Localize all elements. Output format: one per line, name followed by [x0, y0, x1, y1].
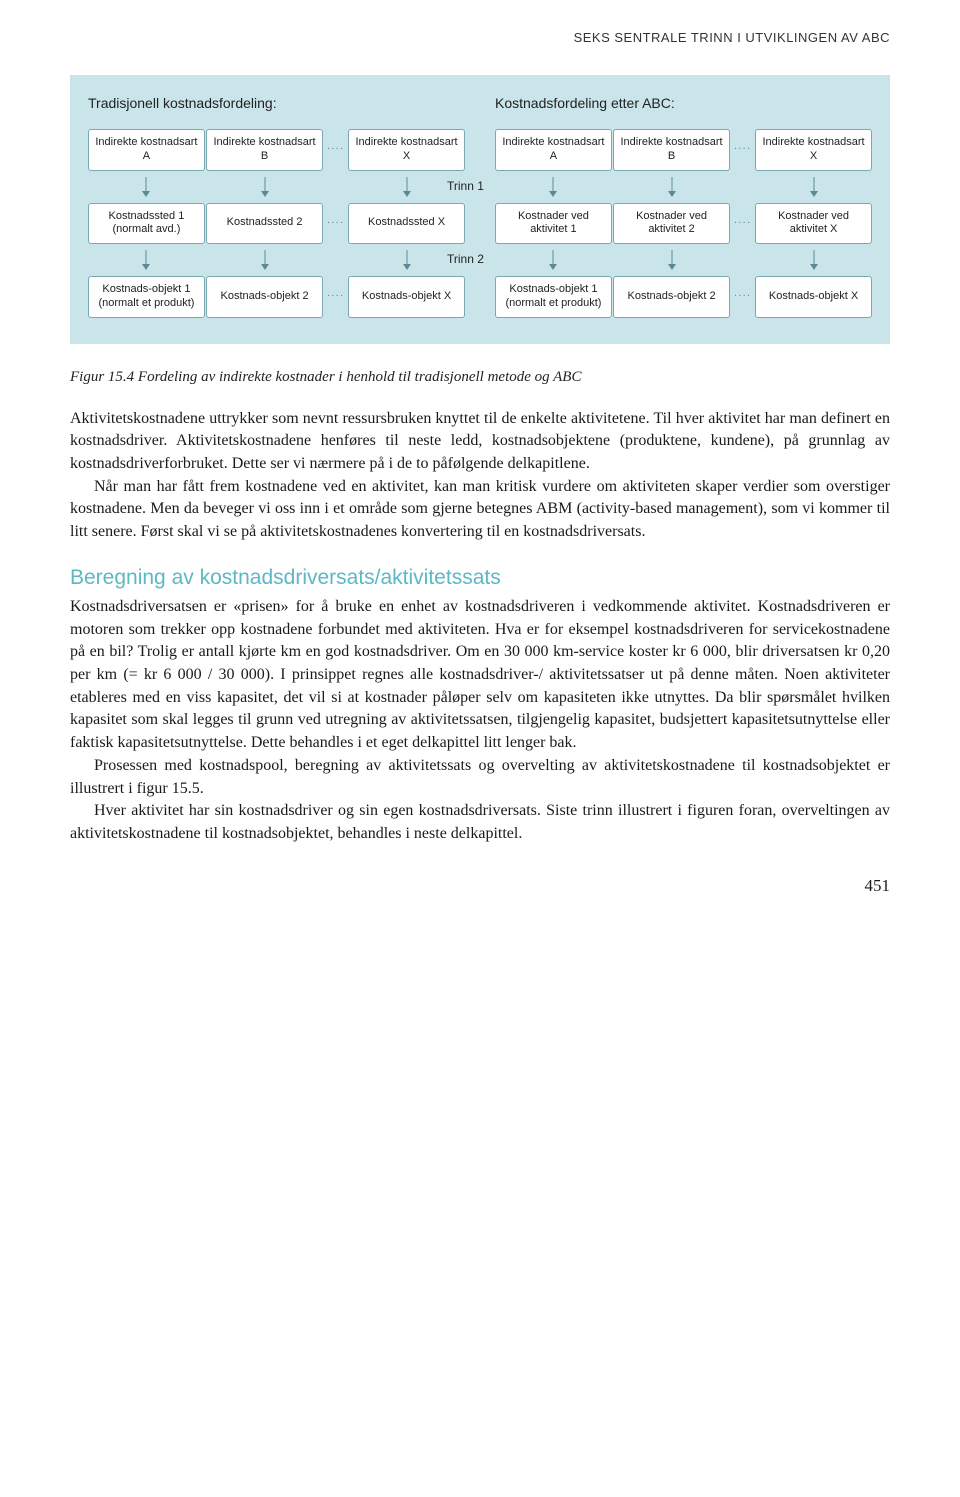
box: Kostnads-objekt 1 (normalt et produkt) [495, 276, 612, 318]
arrow-down-icon [495, 250, 612, 272]
arrow-down-icon [88, 250, 205, 272]
paragraph: Prosessen med kostnadspool, beregning av… [70, 755, 890, 800]
dots: ···· [731, 203, 754, 245]
box: Kostnader ved aktivitet 2 [613, 203, 730, 245]
right-row1: Indirekte kostnadsart A Indirekte kostna… [495, 129, 872, 171]
box: Kostnads-objekt X [348, 276, 465, 318]
box: Indirekte kostnadsart A [495, 129, 612, 171]
dots: ···· [731, 276, 754, 318]
body-text: Aktivitetskostnadene uttrykker som nevnt… [70, 408, 890, 846]
left-row1: Indirekte kostnadsart A Indirekte kostna… [88, 129, 465, 171]
right-row2: Kostnader ved aktivitet 1 Kostnader ved … [495, 203, 872, 245]
arrow-down-icon [755, 250, 872, 272]
diagram-right: Kostnadsfordeling etter ABC: Indirekte k… [495, 95, 872, 324]
page-number: 451 [70, 876, 890, 896]
box: Kostnader ved aktivitet 1 [495, 203, 612, 245]
box: Kostnads-objekt X [755, 276, 872, 318]
box: Kostnadssted X [348, 203, 465, 245]
left-row3: Kostnads-objekt 1 (normalt et produkt) K… [88, 276, 465, 318]
trinn2-label: Trinn 2 [447, 252, 484, 266]
box: Kostnadssted 1 (normalt avd.) [88, 203, 205, 245]
dots: ···· [324, 203, 347, 245]
paragraph: Hver aktivitet har sin kostnadsdriver og… [70, 800, 890, 845]
arrow-down-icon [206, 250, 323, 272]
arrow-down-icon [88, 177, 205, 199]
dots: ···· [731, 129, 754, 171]
figure-caption: Figur 15.4 Fordeling av indirekte kostna… [70, 369, 890, 386]
trinn1-label: Trinn 1 [447, 179, 484, 193]
right-title: Kostnadsfordeling etter ABC: [495, 95, 872, 111]
paragraph: Aktivitetskostnadene uttrykker som nevnt… [70, 408, 890, 476]
arrow-down-icon [755, 177, 872, 199]
dots: ···· [324, 129, 347, 171]
box: Indirekte kostnadsart B [613, 129, 730, 171]
section-heading: Beregning av kostnadsdriversats/aktivite… [70, 566, 890, 590]
arrow-down-icon [495, 177, 612, 199]
left-title: Tradisjonell kostnadsfordeling: [88, 95, 465, 111]
page-header: SEKS SENTRALE TRINN I UTVIKLINGEN AV ABC [70, 30, 890, 45]
box: Kostnadssted 2 [206, 203, 323, 245]
paragraph: Når man har fått frem kostnadene ved en … [70, 476, 890, 544]
arrow-row [88, 250, 465, 272]
box: Kostnader ved aktivitet X [755, 203, 872, 245]
dots: ···· [324, 276, 347, 318]
box: Indirekte kostnadsart X [348, 129, 465, 171]
arrow-down-icon [206, 177, 323, 199]
arrow-down-icon [613, 177, 730, 199]
box: Indirekte kostnadsart B [206, 129, 323, 171]
right-row3: Kostnads-objekt 1 (normalt et produkt) K… [495, 276, 872, 318]
arrow-down-icon [613, 250, 730, 272]
diagram-panel: Tradisjonell kostnadsfordeling: Indirekt… [70, 75, 890, 344]
box: Indirekte kostnadsart A [88, 129, 205, 171]
box: Kostnads-objekt 2 [206, 276, 323, 318]
diagram-left: Tradisjonell kostnadsfordeling: Indirekt… [88, 95, 465, 324]
box: Kostnads-objekt 1 (normalt et produkt) [88, 276, 205, 318]
arrow-row: Trinn 2 [495, 250, 872, 272]
arrow-row [88, 177, 465, 199]
box: Kostnads-objekt 2 [613, 276, 730, 318]
paragraph: Kostnadsdriversatsen er «prisen» for å b… [70, 596, 890, 755]
left-row2: Kostnadssted 1 (normalt avd.) Kostnadsst… [88, 203, 465, 245]
box: Indirekte kostnadsart X [755, 129, 872, 171]
diagram-columns: Tradisjonell kostnadsfordeling: Indirekt… [88, 95, 872, 324]
arrow-row: Trinn 1 [495, 177, 872, 199]
